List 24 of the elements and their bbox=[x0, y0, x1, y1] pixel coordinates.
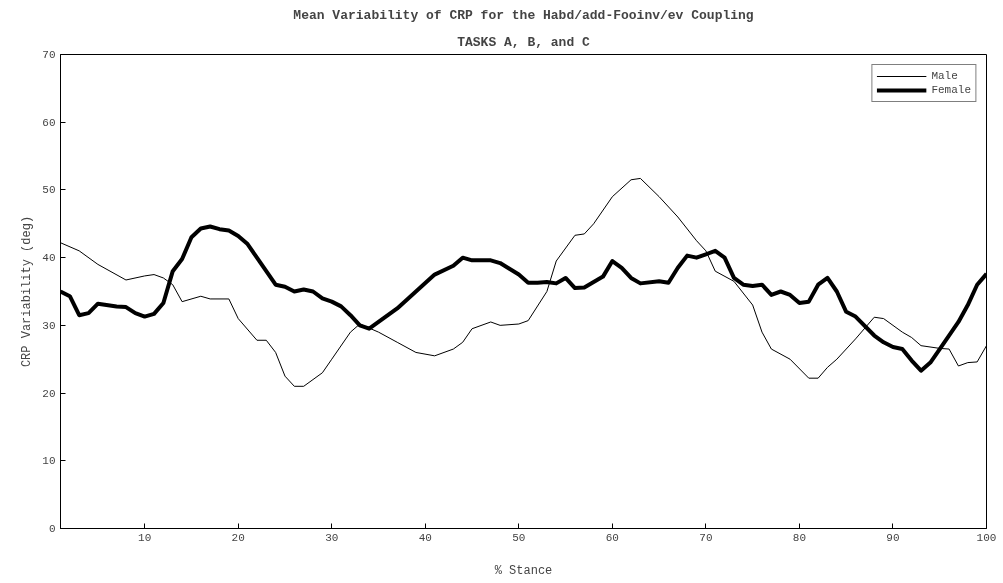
x-tick-label: 10 bbox=[138, 531, 152, 544]
x-tick-label: 100 bbox=[976, 531, 997, 544]
x-tick-label: 40 bbox=[418, 531, 432, 544]
x-tick-label: 90 bbox=[886, 531, 900, 544]
x-tick-label: 80 bbox=[792, 531, 807, 544]
y-tick-label: 50 bbox=[42, 184, 56, 197]
y-tick-label: 30 bbox=[42, 319, 56, 332]
chart-title: Mean Variability of CRP for the Habd/add-Fooinv/ev Coupling bbox=[293, 7, 754, 23]
x-tick-label: 70 bbox=[699, 531, 713, 544]
x-tick-label: 50 bbox=[512, 531, 526, 544]
x-axis-title: % Stance bbox=[494, 563, 553, 578]
y-tick-label: 20 bbox=[42, 387, 56, 400]
legend-label: Female bbox=[931, 83, 971, 97]
y-tick-label: 0 bbox=[48, 523, 56, 535]
y-tick-label: 60 bbox=[42, 116, 56, 129]
y-axis-title: CRP Variability (deg) bbox=[20, 215, 35, 368]
y-tick-label: 70 bbox=[42, 49, 56, 61]
x-tick-label: 20 bbox=[231, 531, 245, 544]
x-tick-label: 60 bbox=[605, 531, 619, 544]
chart-subtitle: TASKS A, B, and C bbox=[457, 34, 591, 50]
legend-label: Male bbox=[931, 69, 958, 83]
x-tick-label: 30 bbox=[325, 531, 339, 544]
y-tick-label: 10 bbox=[42, 455, 56, 468]
y-tick-label: 40 bbox=[42, 252, 56, 265]
